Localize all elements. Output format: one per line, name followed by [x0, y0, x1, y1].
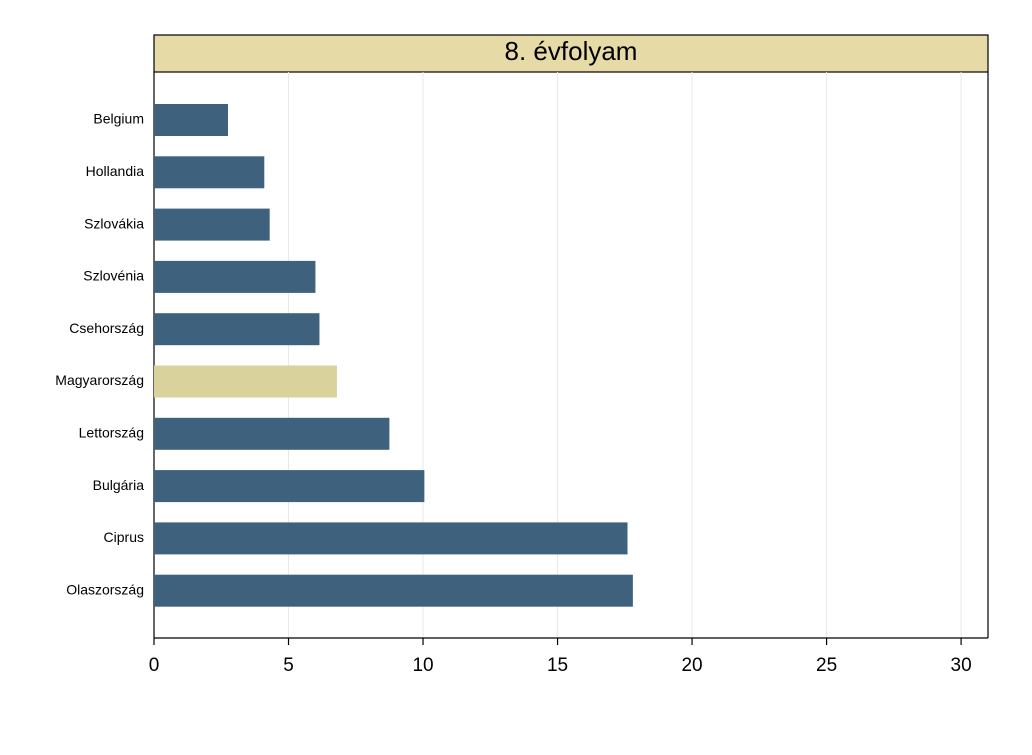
chart-title: 8. évfolyam	[505, 36, 638, 66]
y-tick-label: Belgium	[93, 111, 144, 127]
x-tick-label: 0	[149, 655, 160, 676]
x-tick-label: 20	[681, 655, 702, 676]
y-tick-label: Szlovénia	[83, 268, 144, 284]
x-tick-label: 25	[816, 655, 837, 676]
y-tick-label: Lettország	[79, 425, 144, 441]
bar	[154, 104, 228, 136]
bar	[154, 470, 425, 503]
y-tick-label: Ciprus	[104, 529, 144, 545]
y-tick-label: Magyarország	[55, 372, 144, 388]
y-tick-label: Olaszország	[66, 581, 144, 597]
x-tick-label: 10	[412, 655, 433, 676]
bar	[154, 208, 270, 241]
bar	[154, 156, 265, 189]
x-tick-label: 30	[951, 655, 972, 676]
y-tick-label: Bulgária	[93, 477, 145, 493]
bar	[154, 574, 633, 607]
bar	[154, 522, 628, 555]
title-banner	[153, 34, 989, 73]
y-tick-label: Csehország	[69, 320, 144, 336]
bar	[154, 260, 316, 293]
x-tick-label: 5	[283, 655, 294, 676]
bar	[154, 313, 320, 346]
y-tick-label: Szlovákia	[84, 215, 144, 231]
y-tick-label: Hollandia	[86, 163, 145, 179]
bar	[154, 417, 390, 450]
bar	[154, 365, 337, 398]
x-tick-label: 15	[547, 655, 568, 676]
